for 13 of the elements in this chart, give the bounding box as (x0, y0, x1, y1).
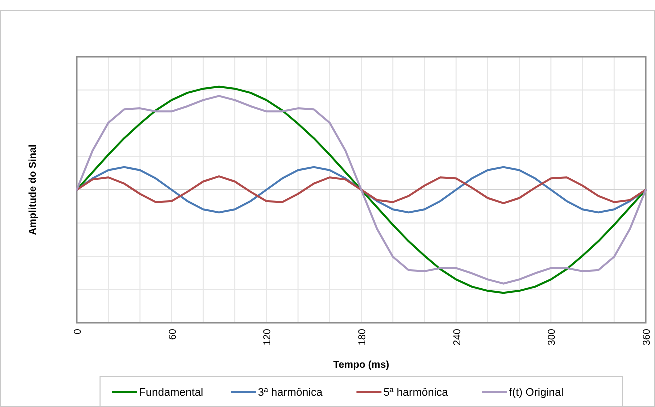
x-tick-label: 360 (642, 328, 653, 346)
x-tick-label: 300 (547, 328, 558, 346)
x-tick-label: 0 (73, 328, 84, 335)
x-tick-label: 240 (452, 328, 464, 346)
x-tick-label: 60 (168, 328, 179, 340)
y-axis-title: Amplitude do Sinal (28, 144, 39, 236)
legend-label: 3ª harmônica (258, 387, 324, 399)
x-tick-label: 120 (262, 328, 274, 346)
x-tick-label: 180 (358, 328, 368, 346)
legend-label: 5ª harmônica (384, 387, 450, 399)
legend-label: f(t) Original (509, 387, 564, 399)
legend-label: Fundamental (139, 387, 204, 399)
x-axis-title: Tempo (ms) (334, 360, 390, 371)
